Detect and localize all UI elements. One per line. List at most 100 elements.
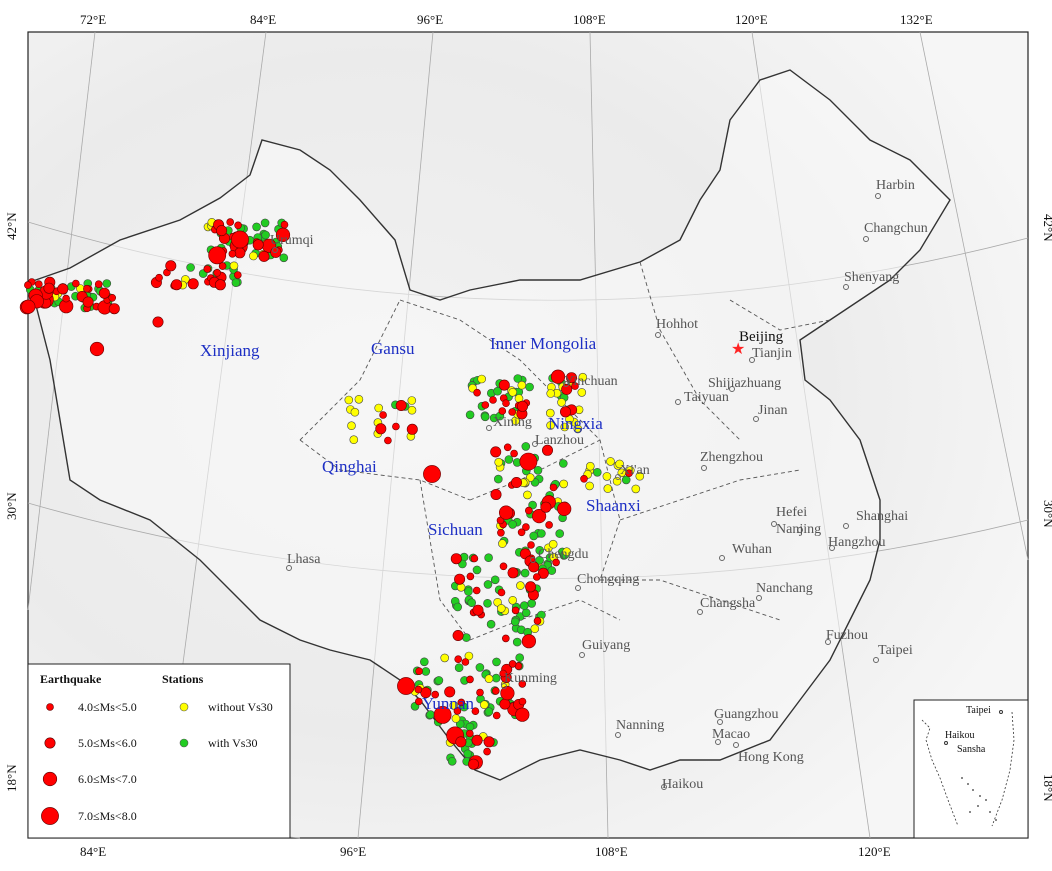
earthquake-marker xyxy=(470,554,479,563)
station-without-vs30-marker xyxy=(494,457,504,467)
earthquake-marker xyxy=(483,747,491,756)
earthquake-marker xyxy=(516,400,528,412)
label-72e-top: 72°E xyxy=(80,12,106,27)
city-marker-changchun xyxy=(863,236,869,242)
legend-quake-label-m4: 4.0≤Ms<5.0 xyxy=(78,700,137,714)
inset-marker-taipei xyxy=(999,710,1003,714)
inset-label-sansha: Sansha xyxy=(957,744,986,755)
station-without-vs30-marker xyxy=(545,408,555,418)
city-label-fuzhou: Fuzhou xyxy=(826,628,868,643)
earthquake-marker xyxy=(62,294,70,303)
earthquake-marker xyxy=(557,501,572,517)
station-without-vs30-marker xyxy=(560,422,570,432)
earthquake-marker xyxy=(57,283,69,295)
station-without-vs30-marker xyxy=(508,595,518,605)
earthquake-marker xyxy=(498,407,507,415)
city-label-lhasa: Lhasa xyxy=(287,552,321,567)
station-with-vs30-marker xyxy=(528,500,537,510)
earthquake-marker xyxy=(518,680,527,688)
label-84e-bottom: 84°E xyxy=(80,844,106,859)
earthquake-marker xyxy=(483,736,495,748)
boundary-south-central xyxy=(600,579,781,621)
station-without-vs30-marker xyxy=(349,435,359,445)
city-label-shanghai: Shanghai xyxy=(856,509,908,524)
station-with-vs30-marker xyxy=(483,598,492,608)
station-with-vs30-marker xyxy=(519,601,529,610)
inset-nine-dash-line xyxy=(921,719,959,827)
city-marker-taiyuan xyxy=(675,399,681,405)
station-with-vs30-marker xyxy=(419,657,429,667)
station-without-vs30-marker xyxy=(477,374,487,384)
city-label-wuhan: Wuhan xyxy=(732,542,772,557)
earthquake-marker xyxy=(467,758,479,770)
city-label-xining: Xining xyxy=(493,415,532,430)
city-marker-hefei xyxy=(771,521,777,527)
earthquake-marker xyxy=(541,444,553,456)
legend-quake-symbol-m4 xyxy=(46,703,54,711)
station-with-vs30-marker xyxy=(527,599,537,608)
station-without-vs30-marker xyxy=(354,394,364,404)
station-with-vs30-marker xyxy=(434,676,444,685)
earthquake-marker xyxy=(507,567,519,579)
label-30n-right: 30°N xyxy=(1041,500,1052,528)
boundary-north xyxy=(639,261,741,441)
province-label-shaanxi: Shaanxi xyxy=(586,496,641,515)
inset-marker-haikou xyxy=(944,741,948,745)
label-84e-top: 84°E xyxy=(250,12,276,27)
station-without-vs30-marker xyxy=(559,479,569,489)
station-without-vs30-marker xyxy=(606,457,615,466)
station-with-vs30-marker xyxy=(520,568,530,578)
station-with-vs30-marker xyxy=(261,230,270,240)
station-without-vs30-marker xyxy=(229,261,239,271)
city-label-nanjing: Nanjing xyxy=(776,522,821,537)
earthquake-marker xyxy=(454,655,463,664)
station-with-vs30-marker xyxy=(447,756,457,766)
station-without-vs30-marker xyxy=(585,461,595,471)
city-label-urumqi: Urumqi xyxy=(270,233,314,248)
station-with-vs30-marker xyxy=(547,566,557,575)
legend-station-symbol-with-vs30 xyxy=(179,738,189,748)
station-without-vs30-marker xyxy=(635,471,645,481)
station-without-vs30-marker xyxy=(249,251,258,261)
station-with-vs30-marker xyxy=(491,673,501,683)
boundary-xinjiang-qinghai xyxy=(299,299,401,441)
city-marker-yinchuan xyxy=(563,381,569,387)
city-marker-macao xyxy=(715,739,721,745)
earthquake-marker xyxy=(510,449,518,458)
earthquake-marker xyxy=(415,667,423,676)
earthquake-marker xyxy=(490,446,502,458)
station-with-vs30-marker xyxy=(463,749,473,759)
earthquake-marker xyxy=(280,220,289,229)
earthquake-marker xyxy=(89,341,105,357)
earthquake-marker xyxy=(431,690,440,699)
legend-box xyxy=(27,663,291,839)
city-label-nanchang: Nanchang xyxy=(756,581,813,596)
station-with-vs30-marker xyxy=(521,442,531,451)
city-marker-harbin xyxy=(875,193,881,199)
city-marker-lanzhou xyxy=(532,441,538,447)
earthquake-marker xyxy=(481,401,490,409)
city-marker-kunming xyxy=(501,683,507,689)
station-without-vs30-marker xyxy=(407,405,417,415)
earthquake-marker xyxy=(511,606,520,615)
earthquake-marker xyxy=(275,227,291,242)
city-label-jinan: Jinan xyxy=(758,403,788,418)
earthquake-marker xyxy=(43,282,55,294)
label-18n-left: 18°N xyxy=(4,764,19,792)
earthquake-marker xyxy=(517,528,526,537)
city-label-hohhot: Hohhot xyxy=(656,317,698,332)
earthquake-marker xyxy=(108,293,116,302)
earthquake-marker xyxy=(508,660,517,668)
earthquake-marker xyxy=(503,443,512,452)
city-marker-hangzhou xyxy=(829,545,835,551)
earthquake-marker xyxy=(471,707,480,716)
city-marker-hohhot xyxy=(655,332,661,338)
city-marker-nanchang xyxy=(756,595,762,601)
inset-label-taipei: Taipei xyxy=(966,705,991,716)
station-with-vs30-marker xyxy=(490,575,500,585)
earthquake-marker xyxy=(549,483,558,492)
legend-quake-symbol-m7 xyxy=(41,807,59,825)
station-with-vs30-marker xyxy=(515,653,525,663)
station-with-vs30-marker xyxy=(472,565,482,575)
earthquake-marker xyxy=(395,399,407,411)
